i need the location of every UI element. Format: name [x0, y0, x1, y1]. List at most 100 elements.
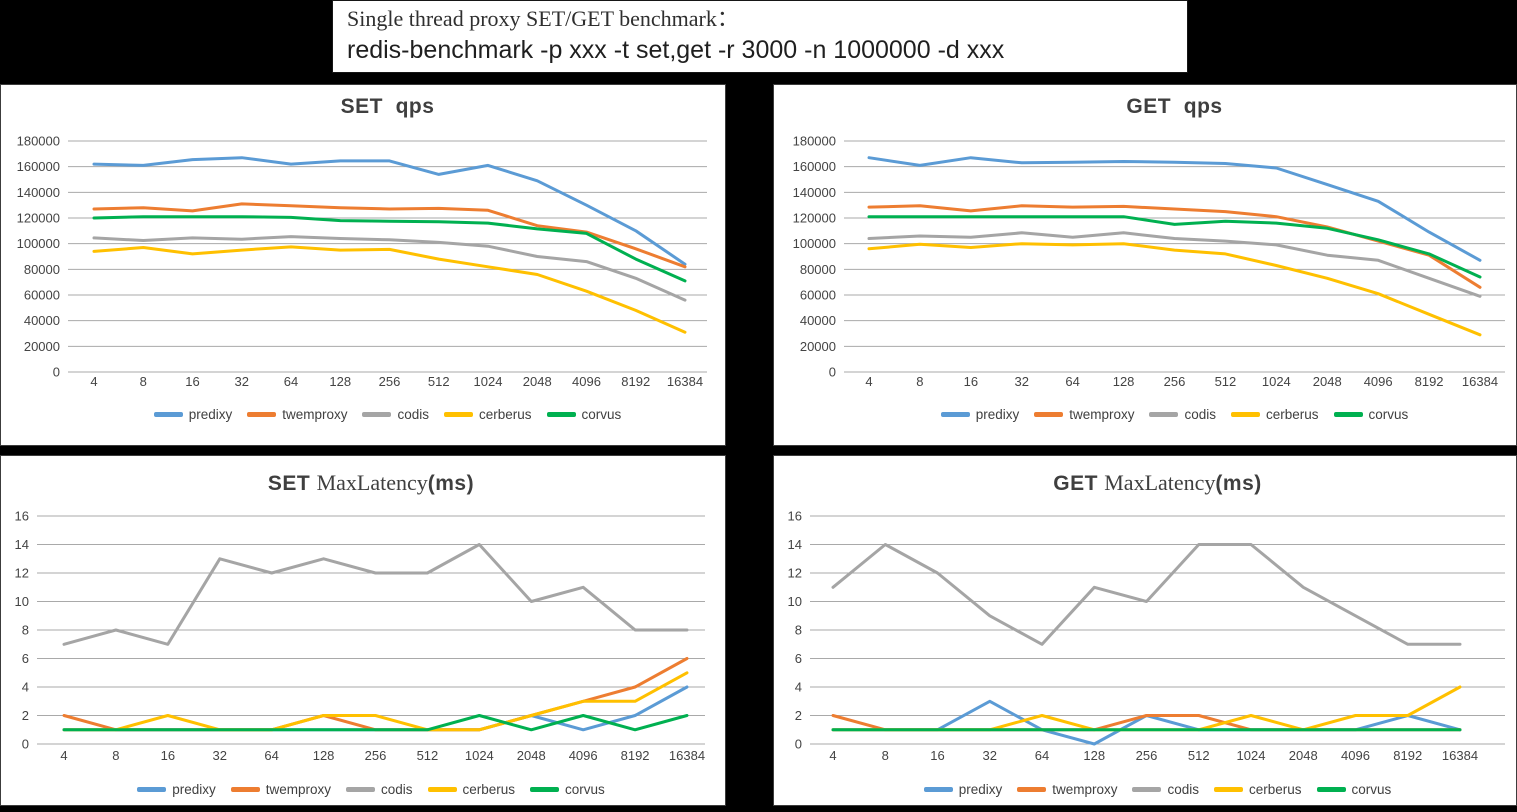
x-tick-label: 32	[983, 748, 997, 763]
x-tick-label: 4	[865, 374, 872, 389]
legend-item-twemproxy: twemproxy	[1034, 407, 1134, 422]
legend-line-swatch-codis	[1149, 412, 1179, 417]
x-tick-label: 1024	[1262, 374, 1291, 389]
x-tick-label: 128	[1113, 374, 1135, 389]
legend-item-cerberus: cerberus	[1214, 782, 1302, 797]
y-tick-label: 80000	[24, 262, 60, 277]
x-tick-label: 4096	[1364, 374, 1393, 389]
legend-set-maxlatency: predixy twemproxy codis cerberus corvus	[37, 782, 705, 797]
legend-line-swatch-corvus	[1316, 787, 1346, 792]
legend-line-swatch-predixy	[137, 787, 167, 792]
legend-line-swatch-cerberus	[1231, 412, 1260, 417]
x-tick-label: 256	[1164, 374, 1186, 389]
x-tick-label: 64	[264, 748, 278, 763]
legend-line-swatch-cerberus	[444, 412, 473, 417]
legend-line-swatch-codis	[362, 412, 392, 417]
legend-line-swatch-twemproxy	[230, 787, 260, 792]
x-tick-label: 32	[213, 748, 227, 763]
x-tick-label: 2048	[1289, 748, 1318, 763]
plot-area-set-maxlatency: 0 2 4 6 8 10 12 14 16 4 8 16 32 64 128 256 512 1024 2048 40…	[15, 509, 706, 764]
x-tick-label: 16	[161, 748, 175, 763]
y-tick-label: 140000	[793, 185, 836, 200]
legend-label: predixy	[958, 782, 1003, 797]
y-tick-label: 12	[15, 566, 29, 581]
legend-label: twemproxy	[282, 407, 348, 422]
series-line-codis	[867, 231, 1482, 298]
y-tick-label: 140000	[17, 185, 60, 200]
y-tick-label: 4	[22, 680, 29, 695]
legend-label: codis	[380, 782, 413, 797]
plot-area-get-qps: 0 20000 40000 60000 80000 100000 120000 140000 1…	[793, 134, 1505, 389]
x-tick-label: 256	[379, 374, 401, 389]
x-tick-label: 64	[1035, 748, 1049, 763]
series-line-codis	[62, 543, 689, 646]
legend-line-swatch-twemproxy	[1017, 787, 1047, 792]
x-tick-label: 8	[916, 374, 923, 389]
legend-label: twemproxy	[1069, 407, 1135, 422]
y-tick-label: 160000	[17, 159, 60, 174]
y-tick-label: 180000	[793, 134, 836, 149]
chart-title-part: SET qps	[340, 95, 435, 118]
y-tick-label: 60000	[800, 288, 836, 303]
legend-label: codis	[1184, 407, 1216, 422]
chart-title-get-maxlatency: GET MaxLatency(ms)	[810, 470, 1505, 496]
series-line-cerberus	[62, 671, 689, 732]
y-tick-label: 4	[795, 680, 802, 695]
x-tick-label: 1024	[1237, 748, 1266, 763]
legend-item-cerberus: cerberus	[427, 782, 515, 797]
x-tick-label: 256	[365, 748, 387, 763]
legend-label: cerberus	[1266, 407, 1319, 422]
legend-label: corvus	[1368, 407, 1409, 422]
x-tick-label: 64	[284, 374, 298, 389]
legend-item-twemproxy: twemproxy	[230, 782, 331, 797]
legend-label: codis	[397, 407, 429, 422]
y-tick-label: 0	[829, 365, 836, 380]
title-box: Single thread proxy SET/GET benchmark： r…	[332, 0, 1188, 73]
legend-label: corvus	[581, 407, 622, 422]
y-tick-label: 8	[22, 623, 29, 638]
y-tick-label: 120000	[793, 211, 836, 226]
legend-item-cerberus: cerberus	[444, 407, 532, 422]
y-tick-label: 100000	[17, 236, 60, 251]
legend-label: cerberus	[1249, 782, 1302, 797]
legend-item-predixy: predixy	[137, 782, 216, 797]
legend-line-swatch-twemproxy	[1034, 412, 1064, 417]
legend-item-corvus: corvus	[546, 407, 622, 422]
legend-line-swatch-predixy	[923, 787, 953, 792]
legend-item-twemproxy: twemproxy	[247, 407, 347, 422]
y-tick-label: 16	[788, 509, 802, 524]
series-line-corvus	[92, 215, 687, 283]
y-tick-label: 0	[22, 737, 29, 752]
y-tick-label: 0	[53, 365, 60, 380]
y-tick-label: 10	[788, 594, 802, 609]
legend-label: corvus	[1351, 782, 1392, 797]
y-tick-label: 14	[788, 537, 802, 552]
x-tick-label: 128	[329, 374, 351, 389]
x-tick-label: 4	[90, 374, 97, 389]
legend-line-swatch-corvus	[530, 787, 560, 792]
y-tick-label: 10	[15, 594, 29, 609]
y-tick-label: 8	[795, 623, 802, 638]
x-tick-label: 32	[235, 374, 249, 389]
legend-item-predixy: predixy	[153, 407, 232, 422]
x-tick-label: 16	[930, 748, 944, 763]
gridlines: 0 2 4 6 8 10 12 14 16	[788, 509, 1505, 752]
x-tick-label: 8192	[621, 374, 650, 389]
x-tick-label: 512	[1188, 748, 1210, 763]
series-line-twemproxy	[92, 202, 687, 269]
x-tick-label: 4	[829, 748, 836, 763]
x-tick-label: 32	[1015, 374, 1029, 389]
legend-item-cerberus: cerberus	[1231, 407, 1319, 422]
legend-line-swatch-predixy	[940, 412, 970, 417]
legend-line-swatch-cerberus	[1214, 787, 1243, 792]
legend-get-qps: predixy twemproxy codis cerberus corvus	[844, 407, 1505, 422]
x-tick-label: 512	[428, 374, 450, 389]
legend-label: twemproxy	[265, 782, 331, 797]
y-tick-label: 2	[22, 708, 29, 723]
chart-panel-set-qps: SET qps 0 20000 40000 60000 80000 100000 120000…	[0, 84, 726, 446]
chart-title-set-qps: SET qps	[68, 95, 707, 119]
x-tick-label: 4096	[1341, 748, 1370, 763]
chart-panel-get-maxlatency: GET MaxLatency(ms) 0 2 4 6 8 10 12 14 16 4 8 16 32 64 1…	[773, 455, 1517, 806]
legend-item-corvus: corvus	[1316, 782, 1392, 797]
